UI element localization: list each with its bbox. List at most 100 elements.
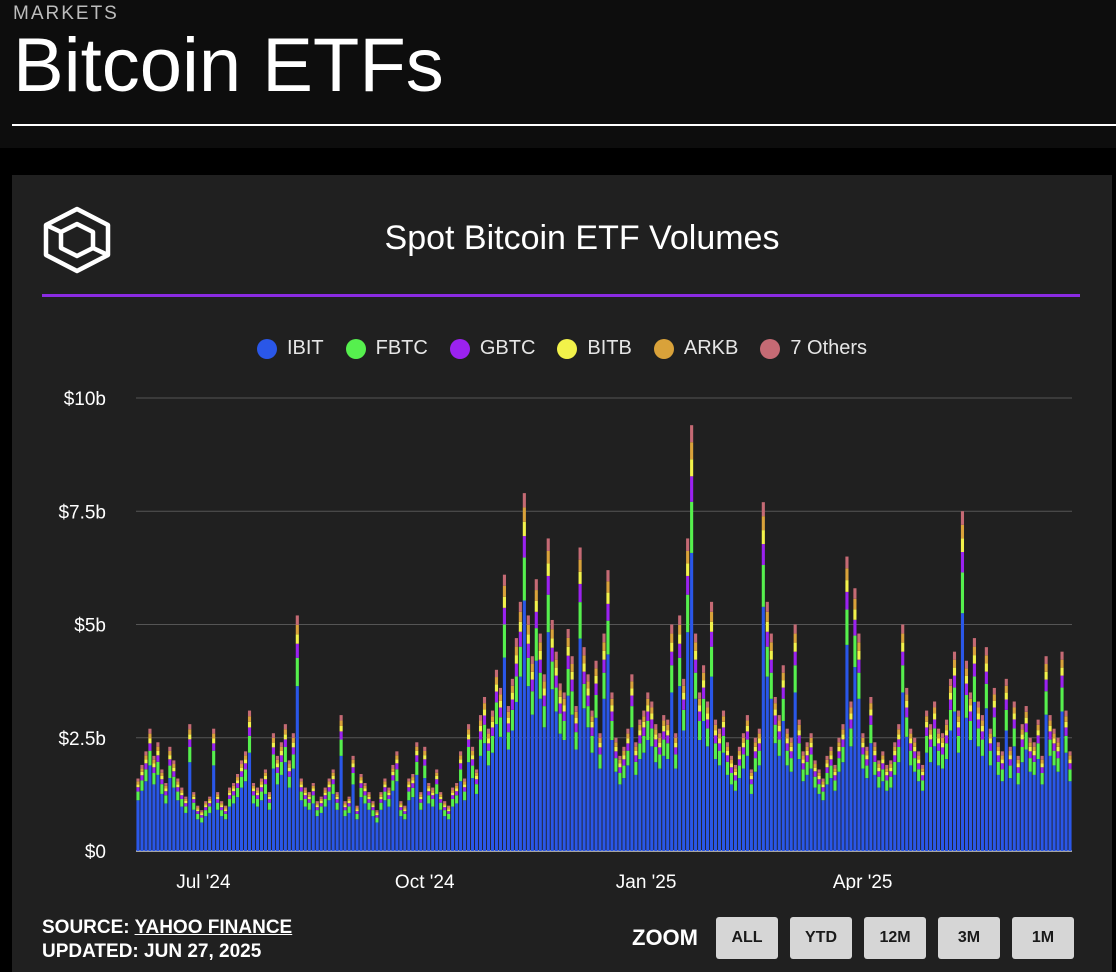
bar-segment	[323, 792, 327, 796]
bar-segment	[869, 696, 873, 704]
bar-segment	[419, 809, 423, 851]
bar-segment	[439, 799, 443, 803]
zoom-all-button[interactable]: ALL	[716, 917, 778, 959]
bar-segment	[228, 792, 232, 796]
legend-item-gbtc[interactable]: GBTC	[449, 337, 535, 360]
bar-segment	[148, 750, 152, 766]
bar-segment	[873, 755, 877, 762]
bar-segment	[698, 711, 702, 721]
bar-segment	[837, 771, 841, 851]
bar-segment	[757, 738, 761, 744]
bar-segment	[769, 659, 773, 673]
bar-segment	[889, 771, 893, 777]
legend-item-bitb[interactable]: BITB	[557, 337, 632, 360]
bar-segment	[411, 777, 415, 781]
bar-segment	[283, 746, 287, 763]
bar-segment	[351, 763, 355, 768]
bar-segment	[952, 651, 957, 660]
bar-segment	[662, 725, 666, 732]
bar-segment	[873, 774, 877, 851]
bar-segment	[510, 692, 514, 700]
bar-segment	[1068, 769, 1072, 782]
bar-segment	[347, 800, 351, 804]
bar-segment	[698, 720, 702, 741]
bar-segment	[459, 755, 463, 760]
legend-item-arkb[interactable]: ARKB	[653, 337, 738, 360]
bar-segment	[566, 646, 570, 656]
bar-segment	[658, 754, 662, 769]
bar-segment	[913, 771, 917, 851]
bar-segment	[933, 713, 937, 720]
bar-segment	[291, 733, 295, 738]
source-link[interactable]: YAHOO FINANCE	[134, 917, 293, 938]
bar-segment	[638, 730, 642, 736]
bar-segment	[694, 650, 698, 660]
bar-segment	[335, 809, 339, 851]
bar-segment	[1016, 763, 1020, 768]
bar-segment	[678, 657, 682, 687]
bar-segment	[427, 803, 431, 851]
cube-logo-icon	[43, 206, 111, 274]
bar-segment	[1032, 742, 1036, 747]
bar-segment	[650, 728, 654, 747]
bar-segment	[757, 743, 761, 751]
legend-item-7-others[interactable]: 7 Others	[760, 337, 867, 360]
bar-segment	[725, 742, 730, 747]
bar-segment	[825, 767, 829, 773]
bar-segment	[893, 774, 897, 851]
bar-segment	[542, 695, 546, 707]
bar-segment	[901, 651, 905, 666]
bar-segment	[498, 707, 502, 718]
bar-segment	[698, 740, 702, 851]
bar-segment	[913, 742, 917, 747]
bar-segment	[518, 611, 522, 622]
bar-segment	[952, 675, 957, 688]
zoom-ytd-button[interactable]: YTD	[790, 917, 852, 959]
bar-segment	[522, 557, 526, 601]
bar-segment	[180, 795, 184, 799]
bar-segment	[478, 725, 483, 732]
bar-segment	[447, 811, 451, 814]
bar-segment	[546, 550, 550, 564]
bar-segment	[164, 795, 168, 804]
bar-segment	[379, 792, 383, 795]
bar-segment	[387, 792, 391, 796]
bar-segment	[387, 787, 391, 791]
bar-segment	[522, 493, 526, 508]
bar-segment	[598, 747, 602, 755]
bar-segment	[303, 787, 307, 791]
zoom-3m-button[interactable]: 3M	[938, 917, 1000, 959]
zoom-12m-button[interactable]: 12M	[864, 917, 926, 959]
bar-segment	[773, 709, 777, 716]
bar-segment	[797, 735, 801, 744]
bar-segment	[709, 621, 714, 632]
bar-segment	[721, 710, 726, 717]
bar-segment	[439, 796, 443, 800]
bar-segment	[968, 692, 972, 699]
bar-segment	[562, 698, 566, 706]
bar-segment	[992, 700, 996, 708]
bar-segment	[937, 728, 941, 734]
bar-segment	[654, 724, 658, 730]
bar-segment	[208, 796, 212, 799]
bar-segment	[311, 788, 315, 792]
legend-item-fbtc[interactable]: FBTC	[345, 337, 428, 360]
bar-segment	[984, 647, 988, 656]
bar-segment	[662, 715, 666, 721]
bar-segment	[259, 800, 264, 851]
zoom-1m-button[interactable]: 1M	[1012, 917, 1074, 959]
bar-segment	[769, 698, 773, 851]
legend-item-ibit[interactable]: IBIT	[256, 337, 324, 360]
bar-segment	[375, 811, 379, 814]
bar-segment	[323, 790, 327, 793]
bar-segment	[662, 739, 666, 756]
bar-segment	[287, 771, 291, 777]
bar-segment	[490, 727, 495, 736]
bar-segment	[865, 778, 869, 851]
bar-segment	[200, 822, 204, 851]
bar-segment	[558, 690, 562, 697]
bar-segment	[789, 751, 793, 759]
bar-segment	[952, 659, 957, 668]
bar-segment	[347, 796, 351, 799]
bar-segment	[960, 572, 965, 614]
